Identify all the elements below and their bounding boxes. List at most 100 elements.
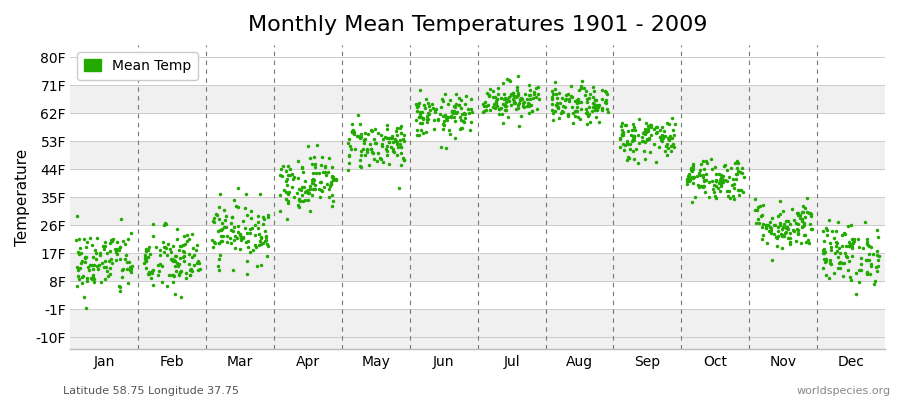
Point — [860, 240, 874, 247]
Point — [548, 78, 562, 85]
Point — [446, 109, 460, 115]
Point — [835, 231, 850, 238]
Point — [273, 192, 287, 198]
Point — [273, 172, 287, 178]
Point — [590, 102, 604, 108]
Point — [146, 282, 160, 288]
Point — [653, 137, 668, 143]
Point — [831, 218, 845, 225]
Point — [503, 90, 517, 97]
Point — [499, 106, 513, 113]
Point — [636, 148, 651, 154]
Point — [795, 209, 809, 216]
Point — [490, 95, 504, 102]
Point — [122, 264, 137, 270]
Point — [716, 163, 731, 170]
Legend: Mean Temp: Mean Temp — [77, 52, 198, 80]
Point — [561, 91, 575, 98]
Point — [556, 108, 571, 115]
Point — [662, 121, 676, 127]
Point — [841, 267, 855, 273]
Point — [388, 137, 402, 144]
Point — [644, 124, 658, 130]
Point — [212, 256, 227, 262]
Point — [454, 111, 469, 117]
Point — [174, 243, 188, 250]
Point — [688, 194, 702, 200]
Point — [417, 102, 431, 108]
Point — [580, 112, 595, 118]
Point — [546, 116, 561, 123]
Point — [190, 242, 204, 248]
Point — [253, 191, 267, 198]
Bar — [70, 281, 885, 309]
Point — [169, 235, 184, 242]
Point — [529, 94, 544, 100]
Point — [166, 243, 180, 250]
Point — [644, 121, 658, 128]
Point — [354, 120, 368, 127]
Point — [588, 106, 602, 113]
Point — [70, 283, 85, 290]
Point — [79, 275, 94, 281]
Point — [124, 230, 139, 236]
Point — [448, 104, 463, 110]
Point — [223, 234, 238, 241]
Point — [121, 236, 135, 242]
Text: Latitude 58.75 Longitude 37.75: Latitude 58.75 Longitude 37.75 — [63, 386, 239, 396]
Point — [125, 263, 140, 269]
Point — [854, 266, 868, 273]
Point — [767, 222, 781, 228]
Point — [649, 124, 663, 130]
Point — [227, 196, 241, 203]
Point — [217, 206, 231, 213]
Point — [252, 231, 266, 238]
Point — [254, 241, 268, 248]
Point — [635, 134, 650, 140]
Point — [163, 246, 177, 252]
Point — [754, 212, 769, 218]
Point — [619, 140, 634, 146]
Point — [238, 238, 253, 245]
Point — [581, 95, 596, 102]
Point — [445, 108, 459, 114]
Point — [103, 258, 117, 264]
Point — [850, 270, 864, 276]
Point — [158, 244, 173, 251]
Point — [860, 256, 874, 263]
Point — [569, 108, 583, 114]
Point — [791, 212, 806, 218]
Point — [661, 134, 675, 141]
Point — [667, 132, 681, 138]
Point — [866, 251, 880, 258]
Point — [391, 144, 405, 150]
Point — [641, 128, 655, 134]
Point — [244, 208, 258, 214]
Point — [230, 222, 245, 229]
Point — [176, 252, 191, 259]
Point — [325, 176, 339, 182]
Point — [571, 114, 585, 120]
Point — [354, 131, 368, 137]
Point — [236, 218, 250, 224]
Point — [797, 205, 812, 211]
Point — [257, 238, 272, 244]
Point — [751, 216, 765, 222]
Point — [662, 136, 676, 142]
Point — [869, 264, 884, 270]
Point — [318, 163, 332, 170]
Point — [626, 137, 640, 144]
Point — [557, 97, 572, 103]
Point — [254, 262, 268, 269]
Point — [295, 184, 310, 190]
Point — [709, 182, 724, 189]
Point — [230, 203, 244, 209]
Point — [301, 196, 315, 203]
Point — [783, 235, 797, 242]
Point — [421, 110, 436, 116]
Point — [228, 237, 242, 243]
Point — [324, 191, 338, 198]
Point — [394, 130, 409, 136]
Point — [394, 150, 409, 156]
Point — [793, 240, 807, 246]
